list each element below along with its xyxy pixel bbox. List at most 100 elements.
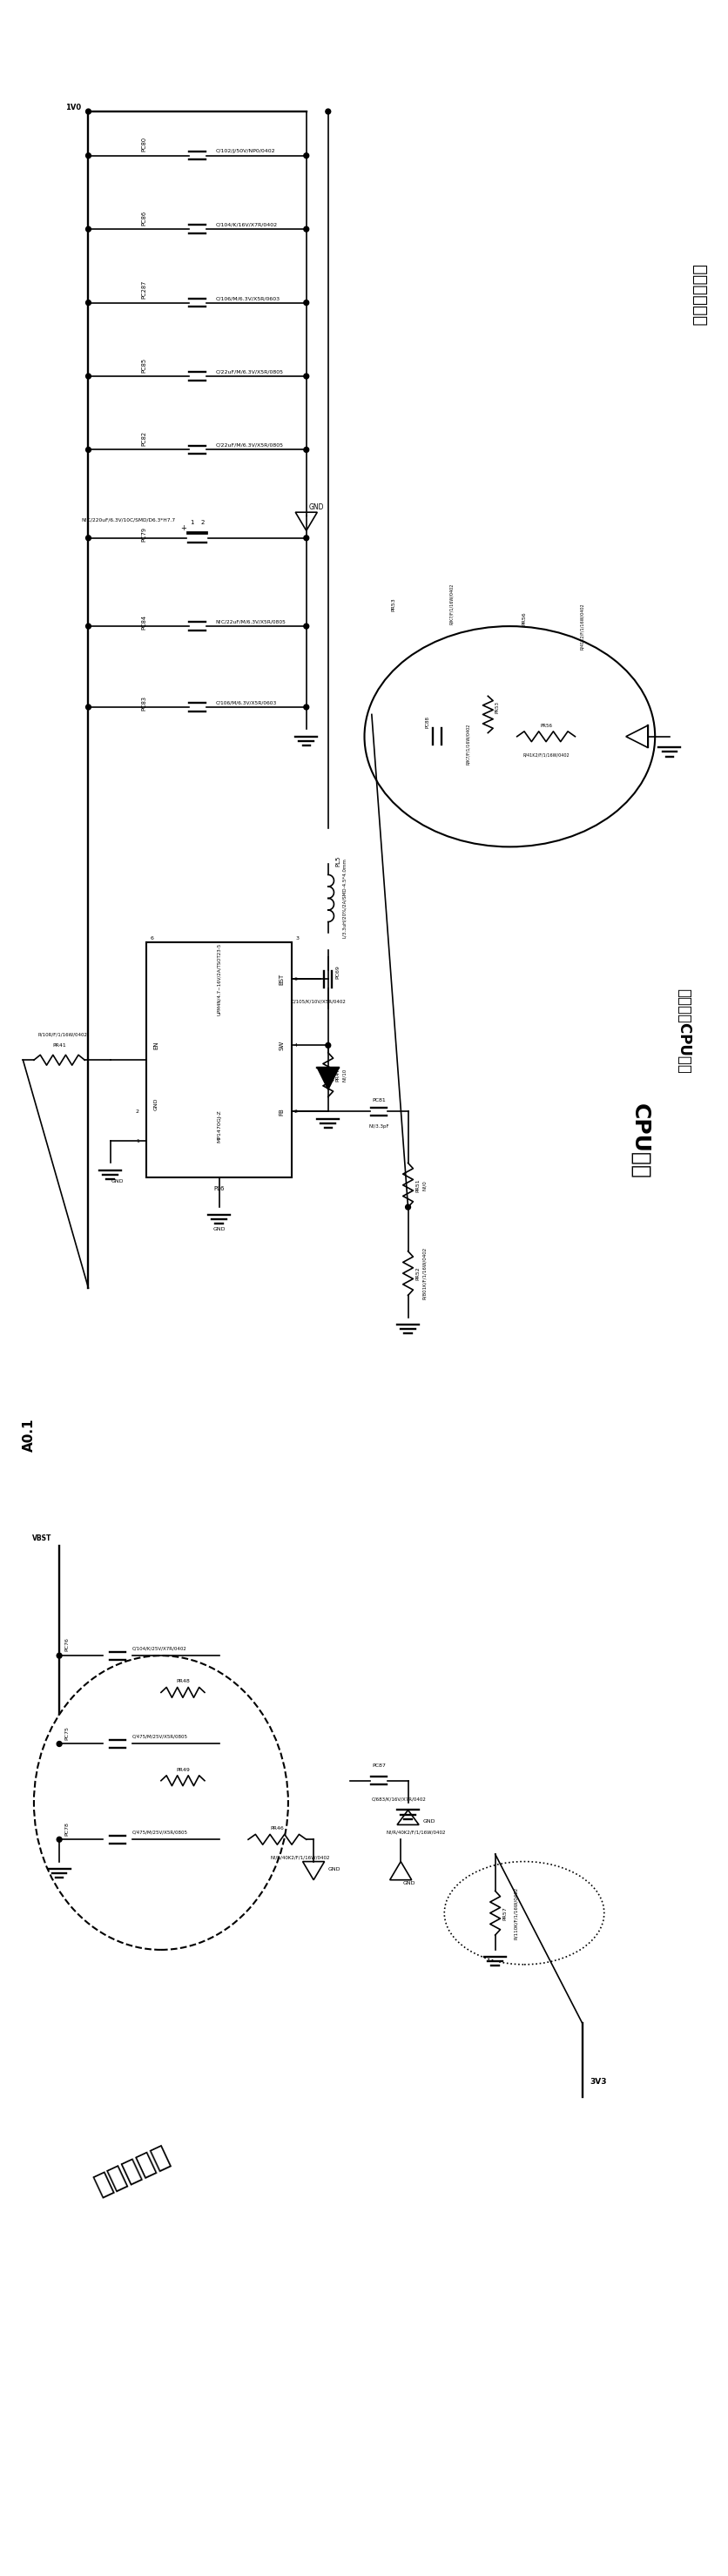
Text: R/K7/F/1/16W/0402: R/K7/F/1/16W/0402 (449, 585, 454, 626)
Circle shape (86, 448, 91, 453)
Ellipse shape (34, 1656, 288, 1950)
Circle shape (304, 703, 309, 708)
Text: GND: GND (308, 502, 323, 510)
Ellipse shape (364, 626, 654, 848)
Text: +: + (180, 523, 186, 531)
Polygon shape (317, 1066, 339, 1090)
Text: 3V3: 3V3 (589, 2079, 606, 2087)
Polygon shape (625, 726, 647, 747)
Text: C/104/K/16V/X7R/0402: C/104/K/16V/X7R/0402 (215, 222, 277, 227)
Text: PR52: PR52 (415, 1267, 419, 1280)
Text: N!C/220uF/6.3V/10C/SMD/D6.3*H7.7: N!C/220uF/6.3V/10C/SMD/D6.3*H7.7 (81, 518, 175, 523)
Circle shape (304, 227, 309, 232)
Circle shape (86, 152, 91, 157)
Text: PR53: PR53 (494, 701, 499, 714)
Text: PL5: PL5 (335, 855, 340, 868)
Text: FB: FB (279, 1108, 284, 1115)
Polygon shape (389, 1862, 411, 1880)
Text: N!/0: N!/0 (422, 1180, 427, 1190)
Text: N!/R/40K2/F/1/16W/0402: N!/R/40K2/F/1/16W/0402 (269, 1855, 329, 1860)
Circle shape (57, 1837, 62, 1842)
Text: C/102/J/50V/NP0/0402: C/102/J/50V/NP0/0402 (215, 149, 275, 155)
Text: PC81: PC81 (372, 1097, 385, 1103)
Text: PC78: PC78 (64, 1821, 68, 1834)
Circle shape (86, 623, 91, 629)
Text: 电源供模块: 电源供模块 (90, 2143, 173, 2197)
Text: PC80: PC80 (141, 137, 146, 152)
Text: 3: 3 (295, 938, 298, 940)
Text: PR47: PR47 (335, 1069, 339, 1082)
Text: R/801K/F/1/16W/0402: R/801K/F/1/16W/0402 (422, 1247, 427, 1298)
Text: PR57: PR57 (502, 1906, 506, 1919)
Circle shape (304, 448, 309, 453)
Text: SW: SW (279, 1041, 284, 1051)
Circle shape (304, 536, 309, 541)
Text: PC79: PC79 (141, 528, 146, 541)
Circle shape (86, 374, 91, 379)
Text: C/105/K/10V/X5R/0402: C/105/K/10V/X5R/0402 (291, 999, 346, 1005)
Text: R/110K/F/1/16W/0402: R/110K/F/1/16W/0402 (513, 1886, 517, 1940)
Text: A0.1: A0.1 (23, 1419, 36, 1453)
Circle shape (304, 374, 309, 379)
Text: C/475/M/25V/X5R/0805: C/475/M/25V/X5R/0805 (132, 1734, 188, 1739)
Text: PC85: PC85 (141, 358, 146, 374)
Text: 1: 1 (135, 1139, 139, 1144)
Text: GND: GND (213, 1226, 225, 1231)
Text: 2: 2 (201, 520, 205, 526)
Text: L/3.3uH/20%/2A/SMD-4.5*4.0mm: L/3.3uH/20%/2A/SMD-4.5*4.0mm (342, 858, 347, 938)
Polygon shape (295, 513, 317, 531)
Circle shape (86, 227, 91, 232)
Text: PC82: PC82 (141, 430, 146, 446)
Text: PC86: PC86 (141, 211, 146, 227)
Text: BST: BST (279, 974, 284, 984)
Text: PR56: PR56 (539, 724, 552, 726)
Circle shape (304, 152, 309, 157)
FancyBboxPatch shape (146, 943, 291, 1177)
Text: PC287: PC287 (141, 281, 146, 299)
Text: PR56: PR56 (521, 613, 526, 626)
Text: GND: GND (111, 1180, 124, 1182)
Text: R/41K2/F/1/16W/0402: R/41K2/F/1/16W/0402 (522, 752, 569, 757)
Polygon shape (397, 1811, 419, 1824)
Text: PC84: PC84 (141, 616, 146, 631)
Text: 1V0: 1V0 (66, 103, 81, 111)
Text: MP1470GJ-Z: MP1470GJ-Z (217, 1110, 221, 1144)
Text: GND: GND (328, 1868, 340, 1870)
Text: PC87: PC87 (371, 1765, 385, 1767)
Text: C/22uF/M/6.3V/X5R/0805: C/22uF/M/6.3V/X5R/0805 (215, 443, 283, 448)
Text: PL6: PL6 (213, 1185, 224, 1190)
Circle shape (304, 623, 309, 629)
Text: C/106/M/6.3V/X5R/0603: C/106/M/6.3V/X5R/0603 (215, 701, 277, 706)
Text: R/41K2/F/1/16W/0402: R/41K2/F/1/16W/0402 (579, 603, 584, 649)
Text: PC75: PC75 (64, 1726, 68, 1739)
Text: 6: 6 (293, 976, 297, 981)
Text: GND: GND (422, 1819, 435, 1824)
Text: PR48: PR48 (175, 1680, 189, 1685)
Text: R/10R/F/1/16W/0402: R/10R/F/1/16W/0402 (37, 1033, 87, 1036)
Text: 主控芯片CPU模块: 主控芯片CPU模块 (676, 989, 691, 1074)
Circle shape (304, 301, 309, 307)
Circle shape (86, 108, 91, 113)
Text: PR41: PR41 (52, 1043, 66, 1048)
Text: PC69: PC69 (335, 966, 339, 979)
Text: N!/10: N!/10 (342, 1069, 347, 1082)
Text: N!C/22uF/M/6.3V/X5R/0805: N!C/22uF/M/6.3V/X5R/0805 (215, 621, 285, 623)
Text: EN: EN (154, 1041, 159, 1048)
Text: PC76: PC76 (64, 1638, 68, 1651)
Text: C/475/M/25V/X5R/0805: C/475/M/25V/X5R/0805 (132, 1829, 188, 1834)
Polygon shape (302, 1862, 324, 1880)
Text: PR53: PR53 (391, 598, 395, 611)
Circle shape (405, 1206, 410, 1211)
Text: GND: GND (154, 1097, 158, 1110)
Text: C/22uF/M/6.3V/X5R/0805: C/22uF/M/6.3V/X5R/0805 (215, 368, 283, 374)
Text: GND: GND (403, 1880, 415, 1886)
Text: N!/3.3pF: N!/3.3pF (368, 1123, 389, 1128)
Text: PC83: PC83 (141, 696, 146, 711)
Circle shape (325, 1043, 331, 1048)
Text: PR49: PR49 (175, 1767, 189, 1772)
Text: C/683/K/16V/X7R/0402: C/683/K/16V/X7R/0402 (371, 1798, 426, 1801)
Circle shape (57, 1741, 62, 1747)
Text: CPU模块: CPU模块 (629, 1103, 650, 1180)
Text: PC88: PC88 (425, 716, 430, 729)
Text: C/106/M/6.3V/X5R/0603: C/106/M/6.3V/X5R/0603 (215, 296, 280, 301)
